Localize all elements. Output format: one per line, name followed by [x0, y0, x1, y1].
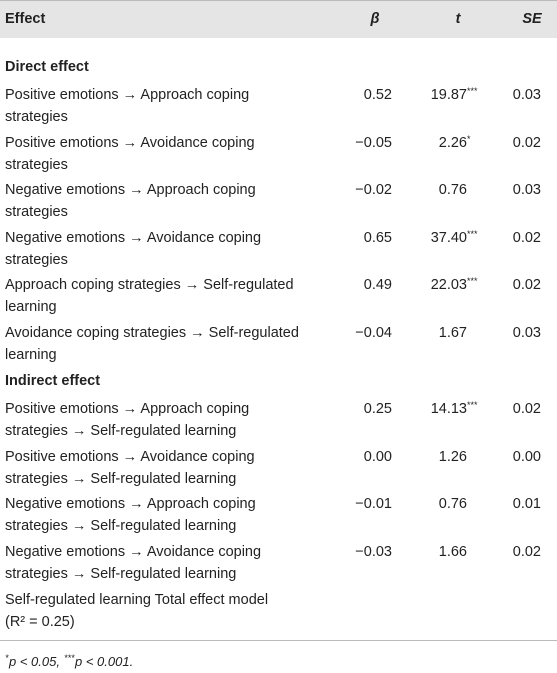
effect-text: Positive emotions → Avoidance coping	[5, 134, 255, 151]
header-background	[0, 0, 557, 38]
effect-text: Positive emotions → Approach coping	[5, 401, 250, 417]
effect-text: Negative emotions → Avoidance coping	[5, 229, 262, 246]
effect-text: strategies	[5, 251, 68, 268]
t-value: 22.03	[430, 277, 467, 294]
beta-value: −0.05	[355, 134, 392, 151]
significance: ***	[467, 276, 478, 287]
total-effect: Self-regulated learning Total effect mod…	[5, 591, 269, 608]
effect-text: strategies → Self-regulated learning	[5, 470, 237, 487]
beta-value: 0.49	[363, 277, 392, 294]
se-value: 0.03	[512, 87, 541, 103]
t-value: 2.26	[438, 134, 467, 151]
header-se: SE	[522, 11, 542, 27]
beta-value: 0.52	[363, 87, 392, 103]
significance: ***	[467, 228, 478, 239]
se-value: 0.03	[512, 325, 541, 341]
beta-value: −0.01	[355, 496, 392, 513]
header-effect: Effect	[5, 11, 46, 27]
effect-text: Positive emotions → Approach coping	[5, 87, 250, 103]
header-t: t	[455, 11, 461, 27]
header-beta: β	[370, 11, 380, 27]
effect-text: Negative emotions → Approach coping	[5, 182, 256, 199]
significance: ***	[467, 86, 478, 96]
se-value: 0.00	[512, 448, 541, 465]
t-value: 1.66	[438, 543, 467, 560]
significance: ***	[467, 400, 478, 410]
effect-text: strategies → Self-regulated learning	[5, 565, 237, 582]
se-value: 0.01	[512, 496, 541, 513]
effect-text: Positive emotions → Avoidance coping	[5, 448, 255, 465]
section-title: Indirect effect	[5, 373, 101, 389]
se-value: 0.02	[512, 229, 541, 246]
t-value: 1.26	[438, 448, 467, 465]
footnote-text: p < 0.05,	[9, 654, 64, 669]
footnote-mark: ***	[64, 653, 75, 663]
beta-value: 0.65	[363, 229, 392, 246]
t-value: 0.76	[438, 182, 467, 199]
effect-text: learning	[5, 299, 57, 316]
footnote-text: p < 0.001.	[75, 654, 134, 669]
se-value: 0.02	[512, 543, 541, 560]
effect-text: strategies	[5, 156, 68, 173]
beta-value: 0.00	[363, 448, 392, 465]
t-value: 1.67	[438, 325, 467, 341]
se-value: 0.02	[512, 401, 541, 417]
footnote-mark: *	[5, 653, 9, 663]
t-value: 0.76	[438, 496, 467, 513]
total-effect: (R² = 0.25)	[5, 613, 75, 630]
top-rule	[0, 0, 557, 1]
se-value: 0.02	[512, 277, 541, 294]
significance: *	[467, 133, 471, 144]
effect-text: Negative emotions → Avoidance coping	[5, 543, 262, 560]
effect-text: Approach coping strategies → Self-regula…	[5, 277, 294, 294]
bottom-rule	[0, 640, 557, 641]
beta-value: 0.25	[363, 401, 392, 417]
se-value: 0.03	[512, 182, 541, 199]
se-value: 0.02	[512, 134, 541, 151]
t-value: 37.40	[430, 229, 467, 246]
effect-text: learning	[5, 347, 57, 363]
beta-value: −0.04	[355, 325, 392, 341]
t-value: 14.13	[430, 401, 467, 417]
effect-text: Avoidance coping strategies → Self-regul…	[5, 325, 299, 341]
t-value: 19.87	[430, 87, 467, 103]
effect-text: strategies → Self-regulated learning	[5, 518, 237, 535]
beta-value: −0.02	[355, 182, 392, 199]
effect-text: strategies	[5, 109, 68, 125]
beta-value: −0.03	[355, 543, 392, 560]
effect-text: strategies → Self-regulated learning	[5, 423, 237, 439]
effect-text: strategies	[5, 204, 68, 221]
section-title: Direct effect	[5, 59, 89, 75]
effect-text: Negative emotions → Approach coping	[5, 496, 256, 513]
